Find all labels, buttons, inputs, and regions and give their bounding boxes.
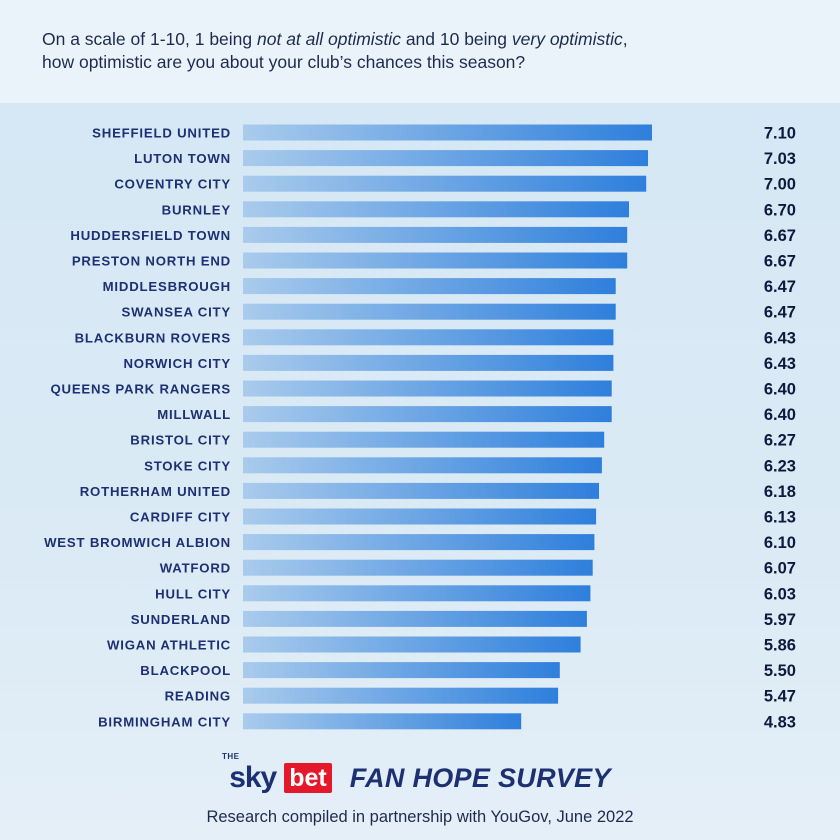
value-label: 5.97: [764, 611, 796, 629]
bar-swansea-city: [243, 303, 616, 320]
bar-preston-north-end: [243, 252, 628, 269]
team-label: WEST BROMWICH ALBION: [44, 535, 231, 550]
value-label: 6.43: [764, 329, 796, 347]
team-label: SHEFFIELD UNITED: [92, 126, 231, 141]
logo-the: THE: [222, 752, 240, 761]
sky-logo: sky: [229, 761, 277, 794]
team-label: READING: [165, 689, 231, 704]
value-label: 6.03: [764, 585, 796, 603]
value-label: 5.50: [764, 662, 796, 680]
value-label: 6.67: [764, 227, 796, 245]
bar-blackburn-rovers: [243, 329, 614, 346]
team-label: QUEENS PARK RANGERS: [50, 382, 231, 397]
bar-blackpool: [243, 662, 560, 679]
team-label: WATFORD: [160, 561, 231, 576]
team-label: PRESTON NORTH END: [72, 254, 231, 269]
value-label: 6.70: [764, 201, 796, 219]
question-text-line2: how optimistic are you about your club’s…: [42, 52, 526, 72]
value-label: 7.00: [764, 176, 796, 194]
value-label: 5.86: [764, 637, 796, 655]
value-label: 6.40: [764, 406, 796, 424]
value-label: 6.43: [764, 355, 796, 373]
team-label: MILLWALL: [157, 407, 231, 422]
value-label: 6.47: [764, 278, 796, 296]
bar-sheffield-united: [243, 124, 652, 141]
research-credit: Research compiled in partnership with Yo…: [206, 808, 634, 826]
bar-chart: SHEFFIELD UNITED 7.10 LUTON TOWN 7.03 COVENT…: [44, 124, 796, 731]
bar-queens-park-rangers: [243, 380, 612, 397]
team-label: BLACKPOOL: [140, 663, 231, 678]
team-label: BLACKBURN ROVERS: [75, 330, 231, 345]
bar-luton-town: [243, 150, 648, 167]
footer-logo-row: sky bet FAN HOPE SURVEY: [0, 760, 840, 796]
survey-title: FAN HOPE SURVEY: [349, 762, 611, 793]
bar-norwich-city: [243, 354, 614, 371]
team-label: BRISTOL CITY: [130, 433, 231, 448]
bar-watford: [243, 559, 593, 576]
value-label: 6.47: [764, 304, 796, 322]
bar-reading: [243, 687, 559, 704]
team-label: BURNLEY: [162, 202, 231, 217]
bars-group: SHEFFIELD UNITED 7.10 LUTON TOWN 7.03 COVENT…: [44, 124, 796, 731]
team-label: HULL CITY: [155, 586, 231, 601]
bar-wigan-athletic: [243, 636, 581, 653]
bar-birmingham-city: [243, 713, 522, 730]
bar-millwall: [243, 406, 612, 423]
team-label: STOKE CITY: [144, 458, 231, 473]
value-label: 6.40: [764, 381, 796, 399]
bar-west-bromwich-albion: [243, 534, 595, 551]
team-label: HUDDERSFIELD TOWN: [70, 228, 231, 243]
value-label: 7.03: [764, 150, 796, 168]
survey-question: On a scale of 1-10, 1 being not at all o…: [42, 28, 822, 74]
bar-middlesbrough: [243, 278, 616, 295]
value-label: 4.83: [764, 713, 796, 731]
bar-bristol-city: [243, 431, 605, 448]
team-label: CARDIFF CITY: [130, 510, 231, 525]
value-label: 6.10: [764, 534, 796, 552]
value-label: 6.18: [764, 483, 796, 501]
team-label: MIDDLESBROUGH: [103, 279, 231, 294]
question-text-2: and 10 being: [400, 29, 512, 49]
team-label: LUTON TOWN: [134, 151, 231, 166]
value-label: 6.67: [764, 253, 796, 271]
team-label: COVENTRY CITY: [114, 177, 231, 192]
value-label: 5.47: [764, 688, 796, 706]
bar-hull-city: [243, 585, 591, 602]
question-text-3: ,: [622, 29, 628, 49]
bar-burnley: [243, 201, 629, 218]
team-label: ROTHERHAM UNITED: [80, 484, 231, 499]
team-label: NORWICH CITY: [123, 356, 231, 371]
question-text-1: On a scale of 1-10, 1 being: [42, 29, 257, 49]
bar-cardiff-city: [243, 508, 597, 525]
value-label: 6.27: [764, 432, 796, 450]
value-label: 6.23: [764, 457, 796, 475]
bar-stoke-city: [243, 457, 602, 474]
team-label: WIGAN ATHLETIC: [107, 638, 231, 653]
team-label: BIRMINGHAM CITY: [98, 714, 231, 729]
value-label: 7.10: [764, 125, 796, 143]
question-emphasis-2: very optimistic: [511, 29, 623, 49]
team-label: SWANSEA CITY: [122, 305, 232, 320]
value-label: 6.07: [764, 560, 796, 578]
bar-huddersfield-town: [243, 226, 628, 243]
bar-rotherham-united: [243, 482, 599, 499]
team-label: SUNDERLAND: [131, 612, 231, 627]
value-label: 6.13: [764, 509, 796, 527]
bar-coventry-city: [243, 175, 647, 192]
bet-logo: bet: [284, 763, 332, 793]
question-emphasis-1: not at all optimistic: [257, 29, 401, 49]
header-band: [0, 0, 840, 103]
bar-sunderland: [243, 610, 587, 627]
